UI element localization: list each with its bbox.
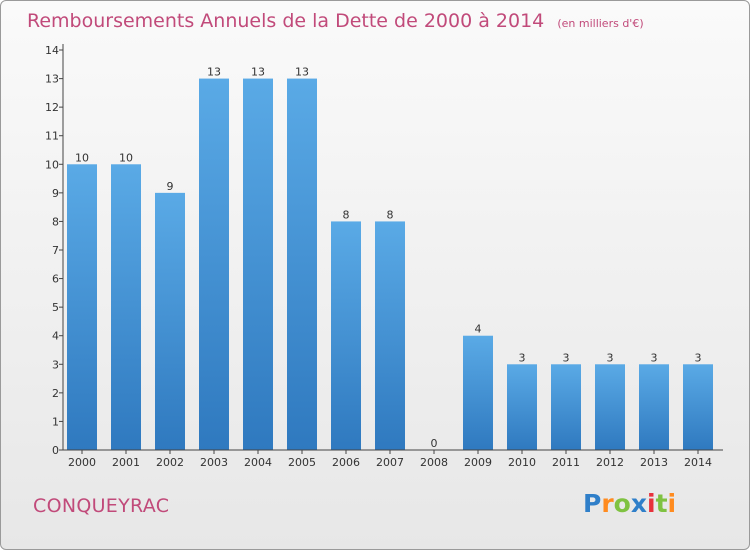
x-tick-label: 2013 (640, 456, 668, 469)
bar-value-label: 8 (387, 208, 394, 221)
y-tick-label: 8 (52, 215, 59, 228)
bar-value-label: 3 (695, 351, 702, 364)
bar-2003 (199, 78, 229, 451)
bar-2005 (287, 78, 317, 451)
y-tick-label: 9 (52, 187, 59, 200)
bar-value-label: 13 (295, 66, 309, 79)
bar-2007 (375, 221, 405, 450)
y-tick-label: 7 (52, 244, 59, 257)
chart-title: Remboursements Annuels de la Dette de 20… (27, 10, 644, 32)
x-tick-label: 2012 (596, 456, 624, 469)
bar-2000 (67, 164, 97, 451)
bar-2004 (243, 78, 273, 451)
x-tick-label: 2001 (112, 456, 140, 469)
y-tick-label: 14 (45, 44, 59, 57)
x-tick-label: 2007 (376, 456, 404, 469)
commune-name: CONQUEYRAC (33, 495, 170, 517)
bar-2014 (683, 364, 713, 450)
x-tick-label: 2003 (200, 456, 228, 469)
bar-2013 (639, 364, 669, 450)
x-tick-label: 2014 (684, 456, 712, 469)
y-tick-label: 13 (45, 73, 59, 86)
y-tick-label: 4 (52, 330, 59, 343)
bar-2012 (595, 364, 625, 450)
x-tick-label: 2006 (332, 456, 360, 469)
bar-value-label: 3 (607, 351, 614, 364)
bar-value-label: 0 (431, 437, 438, 450)
x-tick-label: 2008 (420, 456, 448, 469)
bar-2009 (463, 335, 493, 450)
x-tick-label: 2002 (156, 456, 184, 469)
title-text: Remboursements Annuels de la Dette de 20… (27, 10, 545, 32)
y-tick-label: 3 (52, 358, 59, 371)
x-tick-label: 2004 (244, 456, 272, 469)
bar-value-label: 10 (119, 151, 133, 164)
bar-2002 (155, 192, 185, 450)
x-tick-label: 2005 (288, 456, 316, 469)
y-tick-label: 12 (45, 101, 59, 114)
bar-value-label: 13 (251, 66, 265, 79)
proxiti-logo[interactable]: Proxiti (583, 489, 677, 518)
x-tick-label: 2009 (464, 456, 492, 469)
bar-value-label: 10 (75, 151, 89, 164)
bar-value-label: 13 (207, 66, 221, 79)
bar-2001 (111, 164, 141, 451)
x-tick-label: 2000 (68, 456, 96, 469)
y-tick-label: 2 (52, 387, 59, 400)
bar-value-label: 9 (167, 180, 174, 193)
bar-2006 (331, 221, 361, 450)
y-tick-label: 10 (45, 158, 59, 171)
y-tick-label: 5 (52, 301, 59, 314)
bar-2010 (507, 364, 537, 450)
x-tick-label: 2011 (552, 456, 580, 469)
subtitle-text: (en milliers d'€) (557, 17, 644, 30)
y-tick-label: 1 (52, 415, 59, 428)
y-tick-label: 6 (52, 273, 59, 286)
bar-value-label: 3 (563, 351, 570, 364)
y-tick-label: 0 (52, 444, 59, 457)
bar-value-label: 3 (651, 351, 658, 364)
bar-value-label: 8 (343, 208, 350, 221)
y-tick-label: 11 (45, 130, 59, 143)
bar-2011 (551, 364, 581, 450)
bar-value-label: 3 (519, 351, 526, 364)
x-tick-label: 2010 (508, 456, 536, 469)
bar-value-label: 4 (475, 323, 482, 336)
